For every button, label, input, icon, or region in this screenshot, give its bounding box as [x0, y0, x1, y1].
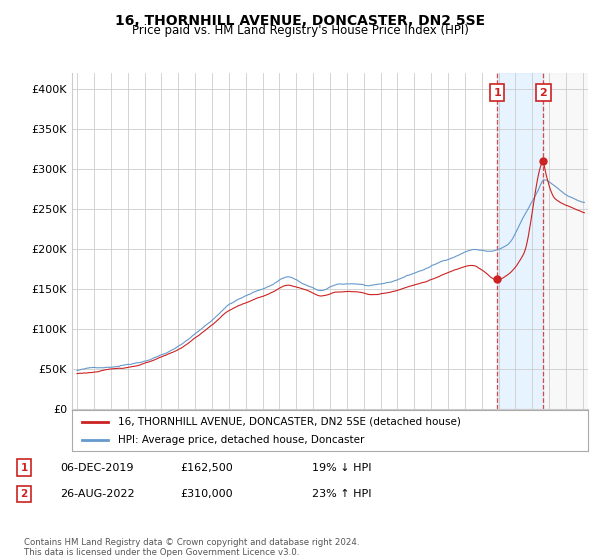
Text: 2: 2 [539, 88, 547, 98]
Text: HPI: Average price, detached house, Doncaster: HPI: Average price, detached house, Donc… [118, 435, 365, 445]
Point [493, 274, 502, 283]
Point [539, 156, 548, 165]
Text: 2: 2 [20, 489, 28, 499]
Text: 1: 1 [20, 463, 28, 473]
Text: Contains HM Land Registry data © Crown copyright and database right 2024.
This d: Contains HM Land Registry data © Crown c… [24, 538, 359, 557]
Text: £310,000: £310,000 [180, 489, 233, 499]
Text: 16, THORNHILL AVENUE, DONCASTER, DN2 5SE: 16, THORNHILL AVENUE, DONCASTER, DN2 5SE [115, 14, 485, 28]
Text: 19% ↓ HPI: 19% ↓ HPI [312, 463, 371, 473]
Text: 26-AUG-2022: 26-AUG-2022 [60, 489, 134, 499]
Text: 1: 1 [493, 88, 501, 98]
Text: £162,500: £162,500 [180, 463, 233, 473]
Text: 16, THORNHILL AVENUE, DONCASTER, DN2 5SE (detached house): 16, THORNHILL AVENUE, DONCASTER, DN2 5SE… [118, 417, 461, 427]
Bar [544, 73, 588, 409]
Text: 23% ↑ HPI: 23% ↑ HPI [312, 489, 371, 499]
Text: Price paid vs. HM Land Registry's House Price Index (HPI): Price paid vs. HM Land Registry's House … [131, 24, 469, 37]
Bar [497, 73, 544, 409]
Text: 06-DEC-2019: 06-DEC-2019 [60, 463, 133, 473]
